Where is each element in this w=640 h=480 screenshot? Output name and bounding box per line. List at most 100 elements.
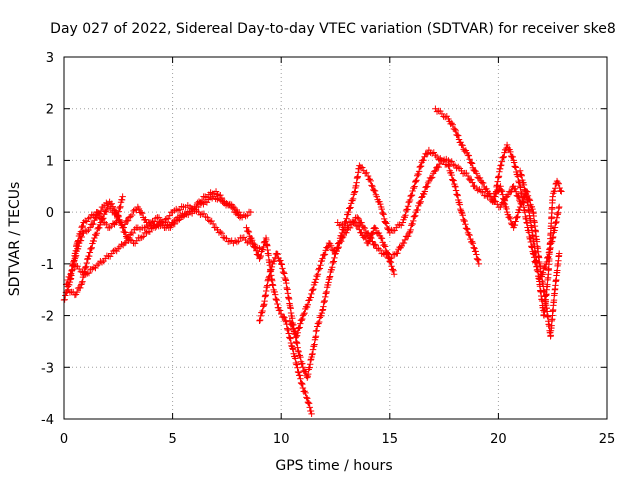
data-point — [286, 334, 294, 341]
data-point — [372, 225, 379, 232]
data-point — [409, 187, 416, 195]
y-tick-label: 2 — [46, 103, 54, 118]
data-point — [389, 266, 397, 273]
data-point — [127, 213, 134, 220]
data-point — [244, 227, 252, 235]
data-point — [250, 243, 257, 250]
data-point — [437, 107, 444, 115]
data-point — [128, 211, 136, 219]
data-point — [415, 202, 422, 210]
data-point — [107, 205, 114, 212]
data-point — [390, 267, 397, 275]
data-point — [176, 206, 184, 213]
data-point — [91, 234, 98, 242]
data-point — [235, 238, 242, 245]
data-point — [451, 183, 459, 190]
data-point — [118, 196, 126, 204]
data-point — [142, 216, 149, 223]
data-point — [83, 218, 91, 225]
data-point — [367, 177, 374, 185]
data-point — [297, 353, 304, 361]
y-tick-label: -4 — [41, 413, 54, 428]
data-point — [416, 200, 424, 207]
data-point — [499, 188, 506, 195]
data-point — [391, 227, 398, 234]
data-point — [455, 163, 462, 171]
y-axis-label: SDTVAR / TECUs — [7, 182, 23, 297]
data-point — [383, 220, 390, 227]
data-point — [302, 389, 309, 397]
data-point — [106, 253, 114, 260]
data-point — [391, 251, 398, 258]
data-point — [479, 179, 487, 187]
data-point — [266, 273, 273, 280]
data-point — [121, 239, 129, 247]
data-point — [406, 196, 414, 204]
data-point — [98, 259, 106, 266]
data-point — [521, 186, 528, 193]
data-point — [448, 171, 455, 179]
data-point — [529, 205, 536, 213]
data-point — [396, 221, 403, 228]
data-point — [228, 203, 235, 211]
data-point — [275, 304, 282, 311]
data-point — [404, 206, 411, 213]
data-point — [472, 248, 479, 255]
data-point — [358, 229, 365, 237]
data-point — [209, 220, 217, 228]
data-point — [408, 222, 415, 229]
data-point — [94, 225, 101, 233]
data-point — [462, 221, 469, 228]
data-point — [152, 215, 159, 222]
data-point — [118, 241, 125, 248]
data-point — [555, 180, 562, 187]
data-point — [75, 243, 82, 250]
data-point — [100, 215, 107, 222]
data-point — [507, 148, 514, 156]
data-point — [83, 228, 91, 235]
data-point — [280, 269, 287, 276]
data-point — [347, 219, 354, 226]
data-point — [515, 177, 522, 185]
data-point — [85, 215, 92, 222]
data-point — [431, 168, 438, 175]
data-point — [294, 364, 301, 371]
data-point — [92, 264, 99, 272]
data-point — [296, 372, 304, 379]
data-point — [63, 280, 71, 288]
data-point — [278, 260, 285, 268]
data-point — [292, 355, 299, 362]
data-point — [256, 253, 264, 261]
data-point — [78, 233, 86, 241]
data-point — [364, 172, 372, 180]
data-point — [86, 249, 94, 256]
data-point — [116, 216, 123, 223]
data-point — [522, 187, 529, 194]
data-point — [277, 257, 284, 264]
data-point — [299, 380, 306, 388]
data-point — [249, 239, 257, 247]
data-point — [257, 252, 264, 260]
data-point — [511, 221, 519, 229]
data-point — [459, 142, 466, 149]
data-point — [321, 251, 329, 258]
data-point — [298, 317, 305, 324]
data-point — [497, 186, 505, 194]
data-point — [473, 255, 481, 262]
data-point — [463, 225, 470, 232]
data-point — [469, 240, 477, 247]
data-point — [106, 224, 113, 231]
data-point — [520, 181, 528, 189]
data-point — [411, 183, 418, 190]
data-point — [299, 384, 307, 392]
data-point — [129, 229, 137, 237]
data-point — [287, 335, 294, 342]
data-point — [346, 204, 354, 212]
data-point — [378, 205, 385, 213]
data-point — [252, 244, 259, 251]
data-point — [218, 230, 226, 237]
data-point — [376, 246, 384, 254]
data-point — [76, 265, 83, 273]
data-point — [83, 259, 91, 267]
